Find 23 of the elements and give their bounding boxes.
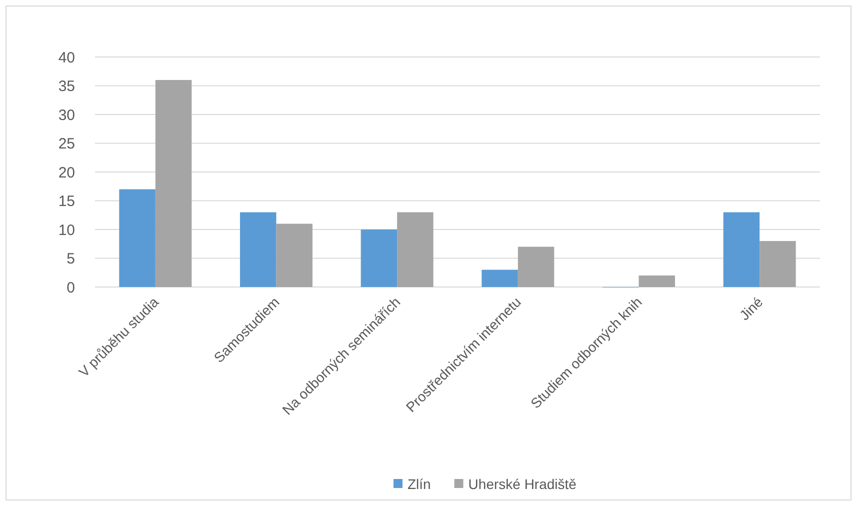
- bar: [518, 246, 554, 287]
- y-tick-label: 10: [58, 222, 75, 239]
- bar: [240, 212, 276, 287]
- legend-label: Zlín: [408, 476, 431, 492]
- bar: [760, 241, 796, 287]
- legend-label: Uherské Hradiště: [468, 476, 577, 492]
- y-tick-label: 20: [58, 164, 75, 182]
- y-tick-label: 15: [58, 193, 75, 210]
- bar: [360, 230, 398, 287]
- x-tick-label: Jiné: [736, 294, 766, 324]
- bar: [155, 80, 192, 287]
- bar: [276, 224, 312, 287]
- bar: [482, 270, 518, 287]
- y-tick-label: 30: [58, 106, 75, 124]
- y-tick-label: 5: [66, 250, 75, 268]
- y-tick-label: 35: [58, 78, 75, 95]
- y-tick-label: 25: [58, 136, 75, 152]
- bar: [723, 212, 760, 287]
- bar: [119, 189, 156, 287]
- y-tick-label: 0: [66, 279, 75, 296]
- bar: [397, 212, 434, 287]
- y-tick-label: 40: [58, 49, 75, 66]
- bar: [638, 276, 675, 287]
